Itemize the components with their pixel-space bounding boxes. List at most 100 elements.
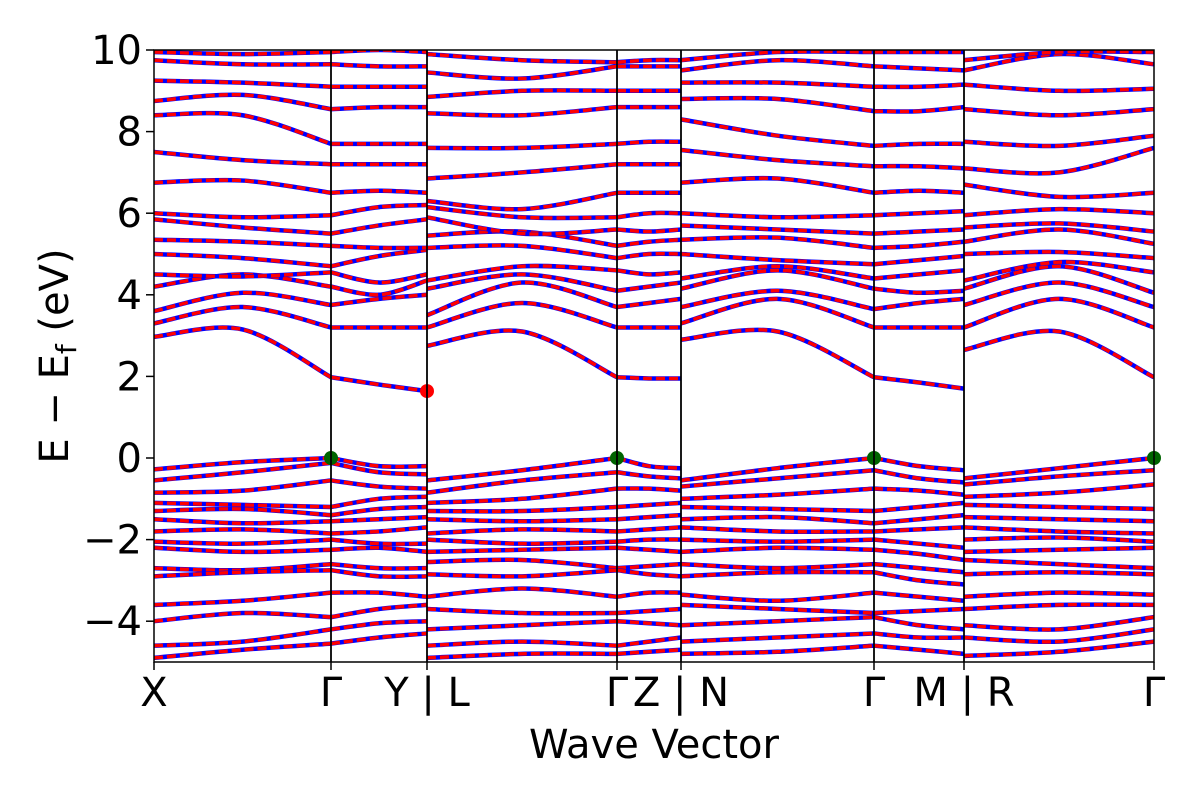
y-tick-label: 6 bbox=[117, 191, 142, 237]
band-line-spin-down bbox=[963, 280, 1154, 309]
band-line-spin-down bbox=[680, 545, 875, 554]
band-line-spin-down bbox=[873, 286, 965, 295]
band-line-spin-down bbox=[616, 251, 682, 260]
band-line-spin-down bbox=[616, 227, 682, 234]
band-line-spin-down bbox=[330, 461, 428, 477]
band-line-spin-down bbox=[330, 217, 428, 236]
band-line-spin-down bbox=[426, 105, 618, 118]
band-line-spin-down bbox=[963, 639, 1154, 658]
band-line-spin-down bbox=[426, 586, 618, 599]
band-line-spin-down bbox=[426, 505, 618, 514]
band-line-spin-down bbox=[616, 280, 682, 293]
band-line-spin-down bbox=[963, 264, 1154, 295]
band-line-spin-down bbox=[426, 272, 618, 293]
band-line-spin-down bbox=[873, 240, 965, 250]
band-line-spin-down bbox=[330, 631, 428, 646]
band-line-spin-down bbox=[963, 221, 1154, 234]
band-line-spin-down bbox=[616, 590, 682, 599]
band-line-spin-down bbox=[330, 525, 428, 536]
y-tick-label: 8 bbox=[117, 110, 142, 156]
band-line-spin-down bbox=[616, 456, 682, 470]
band-line-spin-down bbox=[154, 111, 332, 146]
band-line-spin-down bbox=[154, 305, 332, 330]
band-line-spin-down bbox=[963, 456, 1154, 481]
band-line-spin-down bbox=[963, 107, 1154, 118]
band-line-spin-down bbox=[873, 105, 965, 114]
band-line-spin-down bbox=[873, 141, 965, 148]
band-line-spin-down bbox=[426, 470, 618, 495]
band-line-spin-down bbox=[616, 513, 682, 521]
plot-frame bbox=[153, 49, 1155, 663]
band-line-spin-down bbox=[680, 631, 875, 644]
band-line-spin-down bbox=[426, 162, 618, 181]
band-line-spin-up bbox=[154, 325, 333, 380]
band-line-spin-down bbox=[330, 270, 428, 285]
band-line-spin-down bbox=[154, 478, 332, 495]
band-line-spin-down bbox=[873, 486, 965, 497]
band-line-spin-down bbox=[963, 627, 1154, 644]
band-line-spin-down bbox=[426, 52, 618, 64]
band-line-spin-down bbox=[616, 58, 682, 64]
band-line-spin-down bbox=[330, 293, 428, 307]
band-line-spin-down bbox=[963, 260, 1154, 283]
band-line-spin-down bbox=[154, 252, 332, 268]
band-line-spin-down bbox=[680, 223, 875, 236]
band-line-spin-down bbox=[963, 297, 1154, 330]
band-line-spin-down bbox=[873, 607, 965, 615]
band-line-spin-down bbox=[426, 527, 618, 536]
y-axis-title-subscript: f bbox=[50, 343, 83, 354]
band-line-spin-down bbox=[154, 611, 332, 623]
band-line-spin-down bbox=[426, 142, 618, 150]
band-line-spin-down bbox=[154, 150, 332, 166]
band-line-spin-down bbox=[873, 297, 965, 311]
band-line-spin-down bbox=[154, 178, 332, 195]
band-line-spin-down bbox=[680, 252, 875, 266]
band-line-spin-down bbox=[426, 264, 618, 283]
band-line-spin-down bbox=[330, 505, 428, 517]
band-line-spin-down bbox=[963, 207, 1154, 217]
band-line-spin-down bbox=[873, 268, 965, 281]
band-line-spin-down bbox=[154, 517, 332, 526]
band-line-spin-down bbox=[330, 590, 428, 599]
band-line-spin-down bbox=[680, 235, 875, 250]
band-line-spin-down bbox=[680, 297, 875, 330]
band-line-spin-down bbox=[963, 250, 1154, 260]
band-line-spin-down bbox=[154, 217, 332, 236]
band-line-spin-down bbox=[330, 537, 428, 546]
band-line-spin-down bbox=[426, 301, 618, 330]
band-line-spin-down bbox=[154, 527, 332, 536]
band-line-spin-down bbox=[426, 546, 618, 554]
band-line-spin-down bbox=[680, 176, 875, 195]
band-line-spin-down bbox=[426, 639, 618, 648]
band-line-spin-down bbox=[426, 243, 618, 260]
band-line-spin-down bbox=[680, 80, 875, 89]
band-line-spin-down bbox=[963, 546, 1154, 554]
band-line-spin-up bbox=[963, 296, 1154, 330]
band-line-spin-down bbox=[873, 570, 965, 587]
band-line-spin-down bbox=[426, 517, 618, 523]
y-tick-label: −2 bbox=[83, 518, 142, 564]
kpath-lines bbox=[330, 50, 965, 662]
band-line-spin-down bbox=[330, 375, 428, 393]
band-line-spin-down bbox=[616, 607, 682, 615]
band-line-spin-down bbox=[963, 515, 1154, 523]
band-line-spin-down bbox=[963, 133, 1154, 148]
band-line-spin-down bbox=[426, 486, 618, 505]
band-line-spin-down bbox=[154, 237, 332, 248]
band-line-spin-down bbox=[154, 537, 332, 546]
band-line-spin-down bbox=[873, 375, 965, 391]
band-line-spin-down bbox=[963, 50, 1154, 62]
band-line-spin-down bbox=[680, 96, 875, 113]
band-line-spin-down bbox=[426, 88, 618, 99]
y-axis: 10 8 6 4 2 0 −2 −4 bbox=[83, 28, 154, 645]
band-line-spin-down bbox=[680, 505, 875, 513]
band-line-spin-down bbox=[873, 164, 965, 171]
band-line-spin-down bbox=[963, 82, 1154, 93]
band-line-spin-down bbox=[330, 515, 428, 523]
band-line-spin-down bbox=[616, 470, 682, 481]
band-line-spin-up bbox=[330, 278, 428, 298]
band-line-spin-down bbox=[154, 272, 332, 289]
band-line-spin-down bbox=[873, 468, 965, 485]
band-line-spin-down bbox=[963, 602, 1154, 611]
